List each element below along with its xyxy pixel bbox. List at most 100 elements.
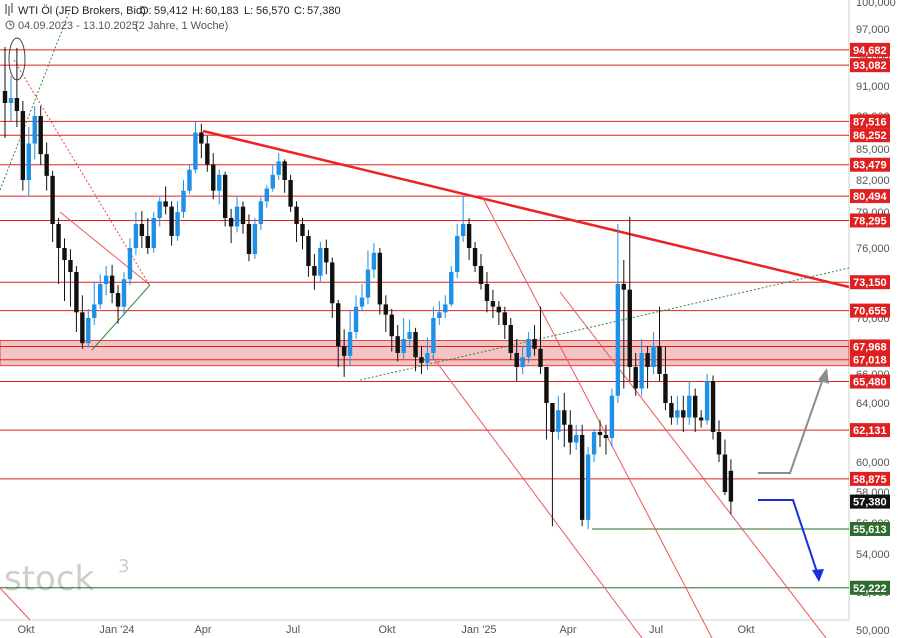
- candle-75: [449, 266, 454, 307]
- candle-body: [205, 143, 210, 165]
- candle-body: [437, 312, 442, 318]
- candle-body: [377, 252, 383, 305]
- candle-body: [556, 410, 561, 432]
- candle-17: [103, 266, 109, 296]
- candle-18: [109, 264, 115, 304]
- candle-body: [639, 353, 644, 389]
- candle-79: [472, 242, 478, 272]
- level-tag-text: 65,480: [853, 377, 887, 389]
- candle-41: [246, 214, 252, 262]
- candle-76: [455, 224, 460, 278]
- candle-body: [56, 224, 61, 248]
- candle-body: [353, 306, 359, 332]
- candle-71: [425, 337, 430, 370]
- candle-58: [347, 311, 353, 366]
- candle-body: [38, 116, 43, 155]
- candle-43: [258, 197, 264, 230]
- candle-119: [710, 375, 716, 440]
- level-tag-bg: [850, 521, 890, 536]
- candle-77: [460, 196, 466, 242]
- candle-46: [276, 153, 281, 180]
- candle-90: [538, 306, 543, 374]
- candle-body: [544, 367, 549, 403]
- candle-60: [359, 284, 365, 311]
- candle-85: [508, 318, 513, 360]
- candle-106: [633, 353, 638, 396]
- level-tag-text: 78,295: [853, 215, 887, 227]
- candle-body: [579, 435, 585, 520]
- candle-105: [627, 216, 632, 382]
- candle-body: [2, 91, 8, 103]
- level-tag-text: 55,613: [853, 524, 887, 536]
- open-value: 59,412: [154, 5, 188, 17]
- candle-body: [550, 403, 555, 432]
- candle-body: [574, 435, 579, 443]
- candle-body: [526, 339, 531, 358]
- candle-body: [68, 260, 73, 272]
- resistance-tag-7: 73,150: [850, 275, 890, 290]
- projection-down-arrowhead: [812, 569, 824, 582]
- candle-95: [568, 410, 573, 455]
- candle-body: [270, 174, 275, 189]
- candle-body: [419, 357, 424, 363]
- candle-body: [633, 367, 638, 389]
- resistance-tag-6: 78,295: [850, 213, 890, 228]
- candle-13: [80, 295, 85, 349]
- candle-body: [347, 332, 353, 356]
- close-value: 57,380: [307, 5, 341, 17]
- candle-83: [496, 301, 502, 325]
- close-label: C:: [294, 5, 305, 17]
- candle-86: [514, 339, 519, 382]
- y-tick-label: 76,000: [856, 243, 890, 255]
- candle-91: [544, 367, 549, 440]
- resistance-tag-12: 62,131: [850, 423, 890, 438]
- resistance-tag-9: 67,968: [850, 339, 890, 354]
- level-tag-text: 87,516: [853, 116, 887, 128]
- candle-body: [693, 395, 698, 418]
- candle-body: [228, 218, 234, 227]
- candle-body: [568, 424, 573, 443]
- candle-111: [663, 346, 668, 411]
- y-tick-label: 60,000: [856, 457, 890, 469]
- resistance-tag-1: 93,082: [850, 58, 890, 73]
- candle-body: [246, 224, 252, 254]
- candle-39: [234, 196, 240, 233]
- candle-body: [687, 395, 692, 418]
- candle-62: [371, 243, 377, 278]
- level-tag-bg: [850, 339, 890, 354]
- level-tag-bg: [850, 494, 890, 509]
- candle-body: [603, 435, 609, 438]
- level-tag-bg: [850, 42, 890, 57]
- candle-body: [449, 272, 454, 305]
- level-tag-bg: [850, 128, 890, 143]
- candle-16: [98, 274, 103, 309]
- candle-body: [383, 304, 388, 315]
- x-tick-label: Okt: [378, 624, 395, 636]
- y-tick-label: 50,000: [856, 625, 890, 637]
- candle-body: [716, 432, 722, 455]
- candle-100: [597, 420, 603, 447]
- candle-22: [133, 212, 139, 256]
- chart-type-icon[interactable]: [5, 3, 13, 16]
- candle-112: [669, 395, 674, 425]
- level-tag-bg: [850, 423, 890, 438]
- candle-body: [282, 161, 287, 180]
- candle-98: [585, 447, 591, 530]
- resistance-tag-4: 83,479: [850, 157, 890, 172]
- resistance-tag-8: 70,655: [850, 303, 890, 318]
- horizontal-levels: [0, 49, 849, 589]
- candle-53: [318, 242, 323, 282]
- candle-body: [50, 175, 55, 224]
- y-tick-label: 91,000: [856, 81, 890, 93]
- candle-59: [353, 295, 359, 339]
- candle-body: [663, 374, 668, 403]
- candle-117: [698, 410, 704, 428]
- candle-67: [401, 318, 406, 359]
- channel-lower-left-line: [0, 587, 31, 621]
- candle-70: [419, 346, 424, 374]
- candle-118: [704, 374, 710, 425]
- candle-body: [645, 353, 650, 367]
- level-tag-text: 62,131: [853, 425, 887, 437]
- level-tag-text: 67,968: [853, 341, 887, 353]
